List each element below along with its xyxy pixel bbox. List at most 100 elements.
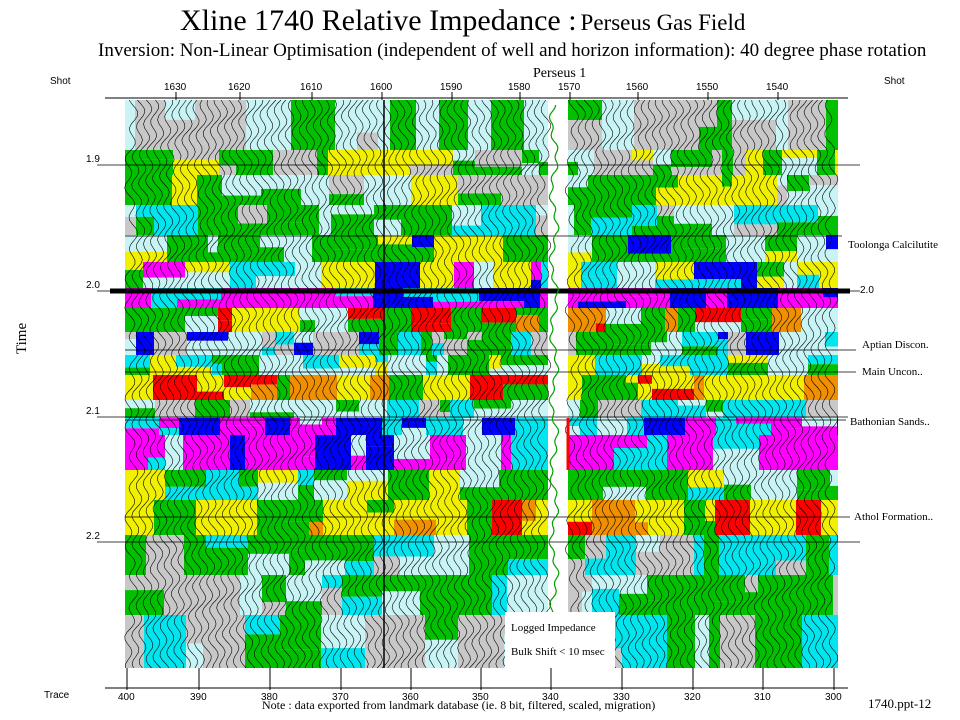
time-tick-right: 2.0 <box>860 285 874 296</box>
wiggle-trace <box>368 99 384 669</box>
impedance-cell <box>694 575 715 615</box>
impedance-cell <box>503 235 544 262</box>
impedance-cell <box>411 323 451 332</box>
shot-tick-label: 1560 <box>626 82 649 93</box>
impedance-cell <box>150 355 176 375</box>
impedance-cell <box>632 205 657 226</box>
impedance-cell <box>139 159 173 175</box>
wiggle-trace <box>782 99 797 669</box>
impedance-cell <box>830 485 838 500</box>
impedance-cell <box>195 128 219 150</box>
impedance-cell <box>379 332 398 355</box>
impedance-cell <box>772 320 801 332</box>
impedance-cell <box>597 424 627 435</box>
impedance-cell <box>125 418 159 429</box>
impedance-cell <box>259 355 303 366</box>
impedance-cell <box>694 555 704 575</box>
impedance-cell <box>375 362 388 375</box>
impedance-cell <box>474 262 493 272</box>
impedance-cell <box>322 418 336 425</box>
wiggle-trace <box>676 99 691 669</box>
impedance-cell <box>210 400 230 418</box>
wiggle-trace <box>256 99 271 669</box>
impedance-cell <box>230 407 250 418</box>
impedance-cell <box>826 249 838 262</box>
impedance-cell <box>516 315 539 332</box>
time-tick-label: 2.1 <box>86 406 100 417</box>
impedance-cell <box>792 435 838 470</box>
impedance-cell <box>741 308 772 320</box>
wiggle-trace <box>725 99 741 669</box>
impedance-cell <box>452 225 481 235</box>
wiggle-trace <box>439 99 454 669</box>
impedance-cells <box>125 100 838 668</box>
impedance-cell <box>125 575 164 591</box>
impedance-cell <box>303 456 315 470</box>
impedance-cell <box>295 262 321 288</box>
wiggle-trace <box>585 99 601 669</box>
impedance-cell <box>614 332 651 345</box>
wiggle-trace <box>432 99 447 669</box>
impedance-cell <box>501 355 548 366</box>
impedance-cell <box>164 575 200 615</box>
impedance-cell <box>457 235 469 262</box>
impedance-cell <box>220 425 265 435</box>
impedance-cell <box>265 418 290 435</box>
impedance-cell <box>454 262 474 288</box>
impedance-cell <box>772 308 801 321</box>
title-field: Perseus Gas Field <box>580 10 746 35</box>
impedance-cell <box>776 560 806 575</box>
impedance-cell <box>777 185 787 205</box>
impedance-cell <box>301 175 329 205</box>
impedance-cell <box>436 500 467 517</box>
wiggle-trace <box>242 99 257 669</box>
impedance-cell <box>694 386 704 400</box>
trace-tick-label: 310 <box>754 692 771 703</box>
impedance-cell <box>684 500 705 535</box>
impedance-cell <box>401 205 419 235</box>
trace-tick-label: 370 <box>332 692 349 703</box>
impedance-cell <box>314 470 347 481</box>
impedance-cell <box>300 424 322 435</box>
impedance-cell <box>467 500 492 535</box>
wiggle-trace <box>509 99 524 669</box>
impedance-cell <box>642 363 660 375</box>
impedance-cell <box>470 375 503 400</box>
impedance-cell <box>300 320 315 332</box>
impedance-cell <box>460 470 499 488</box>
trace-tick-label: 330 <box>613 692 630 703</box>
impedance-cell <box>421 332 432 347</box>
impedance-cell <box>481 205 520 224</box>
impedance-cell <box>688 470 724 488</box>
impedance-cell <box>829 535 838 575</box>
impedance-cell <box>222 355 259 375</box>
impedance-cell <box>501 175 518 205</box>
impedance-cell <box>720 615 735 668</box>
impedance-cell <box>746 332 779 355</box>
wiggle-trace <box>718 99 733 669</box>
shot-tick-label: 1540 <box>766 82 789 93</box>
impedance-cell <box>400 535 434 557</box>
impedance-cell <box>224 375 251 388</box>
impedance-cell <box>705 521 715 535</box>
impedance-cell <box>245 634 280 668</box>
impedance-cell <box>155 400 195 412</box>
impedance-cell <box>261 188 301 205</box>
impedance-cell <box>394 519 436 535</box>
impedance-cell <box>394 458 430 470</box>
wiggle-trace <box>270 99 285 669</box>
wiggle-trace <box>319 99 334 669</box>
impedance-cell <box>591 435 614 470</box>
impedance-cell <box>365 615 379 668</box>
impedance-cell <box>366 435 394 447</box>
impedance-cell <box>125 428 159 435</box>
impedance-cell <box>378 235 412 245</box>
impedance-cell <box>440 412 450 418</box>
impedance-cell <box>165 486 206 500</box>
impedance-cell <box>263 435 303 470</box>
impedance-cell <box>635 522 648 535</box>
wiggle-trace <box>789 99 804 669</box>
impedance-cell <box>606 323 641 332</box>
impedance-cell <box>339 355 375 368</box>
impedance-cell <box>400 556 434 575</box>
